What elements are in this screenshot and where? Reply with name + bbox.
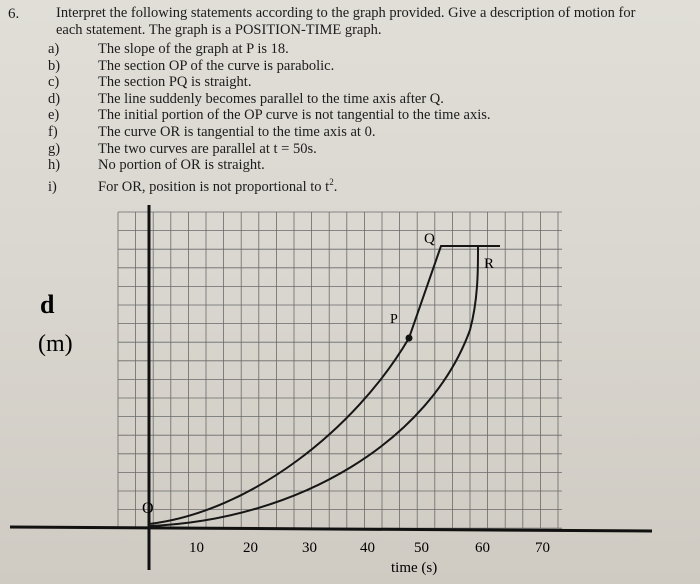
curve-or	[148, 246, 479, 527]
statement-text: The slope of the graph at P is 18.	[98, 41, 289, 57]
curve-opq	[148, 245, 500, 525]
intro-line-1: Interpret the following statements accor…	[56, 5, 636, 21]
x-tick-label: 40	[360, 540, 375, 556]
statement-label: e)	[48, 107, 60, 124]
statement-text: The line suddenly becomes parallel to th…	[98, 90, 444, 107]
statement-text: The section PQ is straight.	[98, 74, 252, 91]
x-tick-label: 10	[189, 540, 204, 556]
statement-label: f)	[48, 123, 58, 140]
statement-label: b)	[48, 57, 61, 74]
statement-label: d)	[48, 90, 61, 107]
statement-item: b) The section OP of the curve is parabol…	[48, 58, 491, 75]
question-number: 6.	[8, 6, 20, 22]
statement-label: h)	[48, 157, 61, 174]
statement-item: f) The curve OR is tangential to the time…	[48, 124, 491, 141]
statement-label: g)	[48, 140, 61, 157]
x-tick-labels: 10 20 30 40 50 60 70	[189, 540, 550, 556]
x-tick-label: 60	[475, 540, 490, 556]
statement-list: a) The slope of the graph at P is 18. b) T…	[48, 41, 491, 195]
x-tick-label: 30	[302, 540, 317, 556]
statement-item: e) The initial portion of the OP curve is…	[48, 107, 491, 124]
statement-superscript: 2	[329, 176, 334, 187]
point-o-label: O	[142, 500, 154, 517]
point-q-label: Q	[424, 231, 435, 247]
statement-text: The section OP of the curve is parabolic…	[98, 57, 335, 74]
statement-label: a)	[48, 41, 60, 57]
statement-text: The curve OR is tangential to the time a…	[98, 123, 376, 140]
statement-text: The initial portion of the OP curve is n…	[98, 107, 491, 124]
x-tick-label: 20	[243, 540, 258, 556]
x-axis-label: time (s)	[391, 560, 437, 576]
point-r-label: R	[484, 256, 494, 272]
statement-item: c) The section PQ is straight.	[48, 74, 491, 91]
statement-item: a) The slope of the graph at P is 18.	[48, 41, 491, 58]
statement-text: For OR, position is not proportional to …	[98, 178, 330, 195]
intro-line-2: each statement. The graph is a POSITION-…	[56, 22, 382, 38]
statement-label: i)	[48, 178, 57, 195]
statement-end-period: .	[333, 178, 338, 195]
y-axis-label-unit: (m)	[38, 331, 73, 357]
statement-text: No portion of OR is straight.	[98, 157, 265, 174]
y-axis-label-symbol: d	[40, 290, 55, 319]
point-p-label: P	[390, 312, 398, 327]
statement-item: i) For OR, position is not proportional t…	[48, 174, 491, 195]
statement-item: d) The line suddenly becomes parallel to …	[48, 91, 491, 108]
point-p-dot	[405, 334, 413, 342]
x-tick-label: 50	[414, 540, 429, 556]
graph-grid	[117, 211, 562, 529]
statement-label: c)	[48, 74, 60, 91]
statement-item: h) No portion of OR is straight.	[48, 157, 491, 174]
x-tick-label: 70	[535, 540, 550, 556]
statement-item: g) The two curves are parallel at t = 50s…	[48, 141, 491, 158]
x-axis	[9, 525, 653, 533]
question-intro: Interpret the following statements accor…	[56, 5, 696, 39]
statement-text: The two curves are parallel at t = 50s.	[98, 140, 317, 157]
